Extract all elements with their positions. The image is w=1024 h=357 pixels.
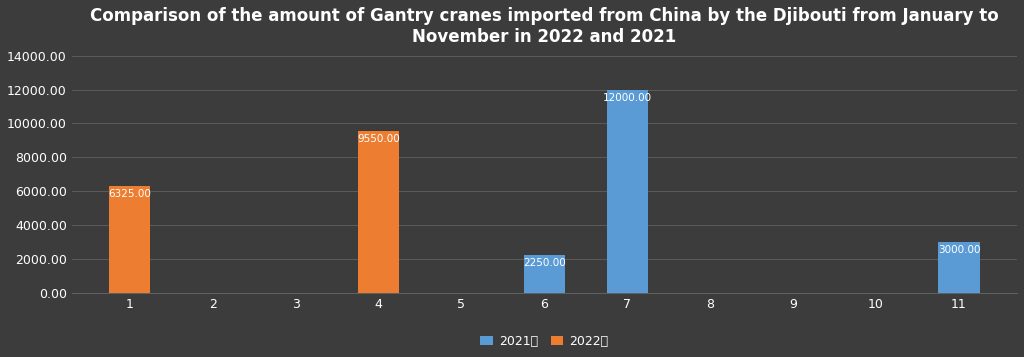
Bar xyxy=(109,186,151,293)
Bar xyxy=(523,255,565,293)
Text: 9550.00: 9550.00 xyxy=(357,134,400,144)
Title: Comparison of the amount of Gantry cranes imported from China by the Djibouti fr: Comparison of the amount of Gantry crane… xyxy=(90,7,998,46)
Legend: 2021年, 2022年: 2021年, 2022年 xyxy=(475,330,613,353)
Text: 6325.00: 6325.00 xyxy=(109,189,152,199)
Bar xyxy=(357,131,399,293)
Bar xyxy=(606,90,648,293)
Text: 12000.00: 12000.00 xyxy=(603,93,652,103)
Text: 3000.00: 3000.00 xyxy=(938,245,980,255)
Bar xyxy=(938,242,980,293)
Text: 2250.00: 2250.00 xyxy=(523,258,565,268)
